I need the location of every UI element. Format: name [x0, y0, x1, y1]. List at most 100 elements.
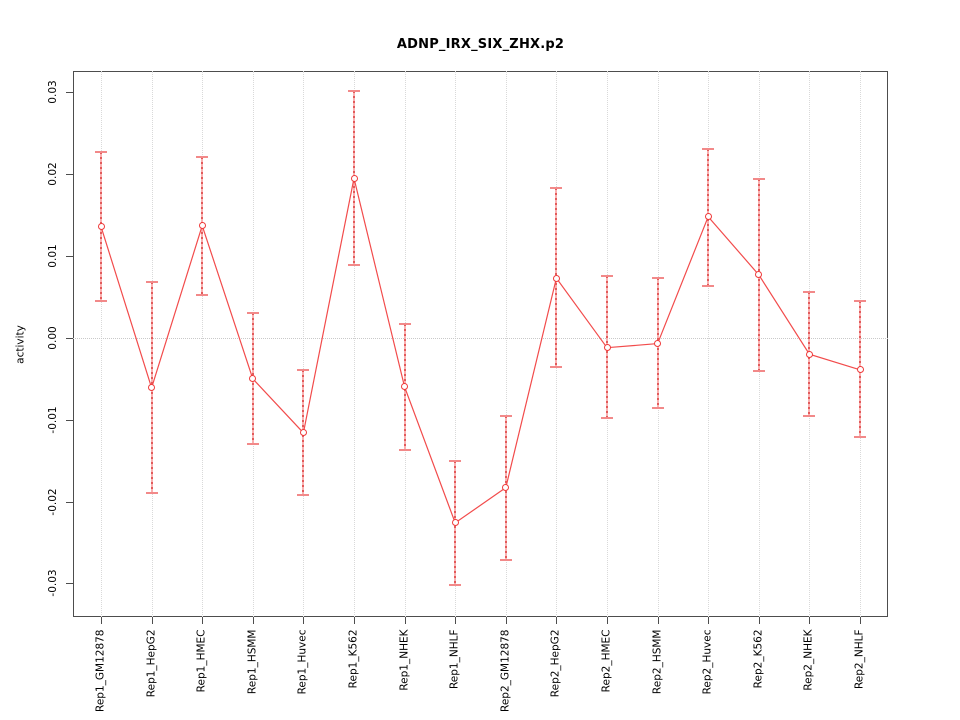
- error-bar-cap-upper: [499, 415, 512, 418]
- x-axis-tick: [758, 617, 760, 624]
- x-axis-tick: [607, 617, 608, 624]
- x-tick-label: Rep2_HepG2: [549, 629, 562, 698]
- x-tick-label: Rep1_HMEC: [195, 629, 208, 693]
- data-point: [249, 375, 257, 383]
- data-point: [755, 271, 763, 279]
- error-bar-cap-upper: [601, 275, 613, 278]
- x-tick-label: Rep2_NHEK: [802, 629, 815, 691]
- error-bar-cap-lower: [803, 414, 816, 417]
- error-bar-cap-lower: [499, 558, 512, 561]
- y-axis-tick: [66, 337, 73, 339]
- x-axis-tick: [252, 617, 254, 624]
- data-point: [299, 429, 307, 437]
- zero-gridline: [73, 337, 888, 339]
- chart-title: ADNP_IRX_SIX_ZHX.p2: [396, 37, 565, 52]
- y-axis-tick: [66, 256, 73, 257]
- error-bar-cap-lower: [398, 449, 411, 451]
- x-axis-tick: [708, 617, 710, 624]
- data-point: [97, 223, 105, 231]
- data-point: [603, 344, 611, 352]
- x-tick-label: Rep2_GM12878: [499, 629, 512, 712]
- y-tick-label: 0.00: [47, 326, 59, 350]
- data-point: [401, 383, 409, 391]
- x-tick-label: Rep1_HSMM: [246, 629, 259, 695]
- x-axis-tick: [151, 617, 153, 624]
- y-axis-tick: [66, 92, 73, 94]
- error-bar-cap-upper: [702, 147, 715, 150]
- error-bar-cap-lower: [246, 443, 259, 446]
- data-point: [704, 213, 712, 221]
- error-bar-cap-lower: [449, 584, 462, 587]
- error-bar-cap-lower: [550, 365, 563, 368]
- y-tick-label: -0.01: [47, 406, 59, 434]
- x-axis-tick: [657, 617, 659, 624]
- y-tick-label: 0.02: [47, 162, 59, 186]
- error-bar-cap-upper: [752, 178, 765, 181]
- error-bar-cap-upper: [398, 322, 411, 325]
- gridline-vertical: [303, 71, 305, 617]
- x-axis-tick: [101, 617, 102, 624]
- x-axis-tick: [354, 617, 355, 624]
- error-bar-cap-lower: [651, 407, 664, 410]
- y-axis-label: activity: [14, 325, 27, 364]
- error-bar-cap-upper: [95, 151, 107, 154]
- x-axis-tick: [809, 617, 811, 624]
- data-point: [805, 350, 813, 358]
- error-bar-cap-upper: [803, 291, 816, 294]
- plot-area: [73, 71, 888, 617]
- data-point: [856, 366, 864, 374]
- x-tick-label: Rep1_GM12878: [94, 629, 107, 712]
- y-tick-label: -0.03: [47, 569, 59, 598]
- x-tick-label: Rep1_K562: [347, 629, 360, 689]
- x-tick-label: Rep1_HepG2: [145, 629, 158, 698]
- error-bar-cap-upper: [854, 300, 866, 303]
- y-axis-tick: [66, 419, 73, 421]
- x-axis-tick: [404, 617, 406, 624]
- gridline-vertical: [202, 71, 204, 617]
- x-tick-label: Rep2_NHLF: [853, 629, 866, 690]
- data-point: [502, 484, 510, 492]
- error-bar-cap-upper: [651, 277, 664, 280]
- data-point: [198, 222, 206, 230]
- error-bar-cap-lower: [348, 264, 360, 266]
- y-axis-tick: [66, 501, 73, 503]
- data-point: [148, 384, 156, 392]
- error-bar-cap-lower: [752, 369, 765, 372]
- error-bar-cap-upper: [297, 368, 310, 371]
- y-axis-tick: [66, 174, 73, 176]
- error-bar-cap-upper: [449, 459, 462, 462]
- error-bar-cap-upper: [550, 187, 563, 190]
- data-point: [451, 519, 459, 527]
- error-bar-cap-lower: [145, 492, 158, 495]
- error-bar-cap-lower: [196, 294, 209, 297]
- x-tick-label: Rep2_Huvec: [701, 629, 714, 695]
- error-bar-cap-lower: [854, 435, 866, 438]
- error-bar-cap-upper: [348, 90, 360, 93]
- x-axis-tick: [455, 617, 457, 624]
- x-tick-label: Rep1_NHEK: [398, 629, 411, 691]
- error-bar-cap-lower: [95, 300, 107, 303]
- x-tick-label: Rep2_HSMM: [651, 629, 664, 695]
- x-axis-tick: [556, 617, 558, 624]
- error-bar-cap-lower: [601, 417, 613, 420]
- x-axis-tick: [505, 617, 507, 624]
- y-axis-tick: [66, 583, 73, 585]
- data-point: [552, 274, 560, 282]
- error-bar-cap-upper: [246, 312, 259, 315]
- x-axis-tick: [860, 617, 861, 624]
- error-bar-cap-upper: [145, 281, 158, 284]
- data-point: [654, 340, 662, 348]
- error-bar-cap-lower: [702, 285, 715, 288]
- x-axis-tick: [303, 617, 305, 624]
- x-tick-label: Rep1_Huvec: [296, 629, 309, 695]
- x-tick-label: Rep1_NHLF: [448, 629, 461, 690]
- data-point: [350, 174, 358, 182]
- error-bar-cap-upper: [196, 155, 209, 158]
- y-tick-label: 0.03: [47, 80, 59, 104]
- error-bar-cap-lower: [297, 494, 310, 497]
- x-tick-label: Rep2_HMEC: [600, 629, 613, 693]
- x-tick-label: Rep2_K562: [752, 629, 765, 689]
- x-axis-tick: [202, 617, 204, 624]
- y-tick-label: -0.02: [47, 488, 59, 516]
